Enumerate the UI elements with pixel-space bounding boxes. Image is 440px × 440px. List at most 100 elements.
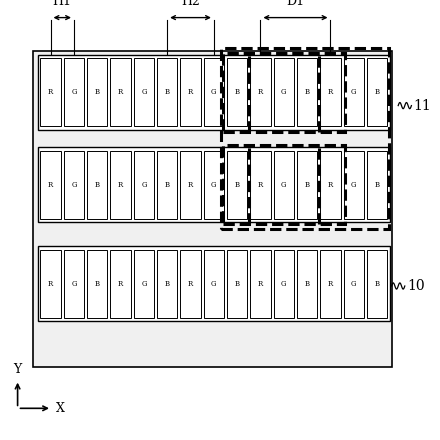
Text: R: R — [188, 280, 193, 288]
Bar — [344, 150, 364, 219]
Bar — [227, 58, 247, 126]
Bar — [344, 58, 364, 126]
Text: G: G — [351, 280, 356, 288]
Text: R: R — [328, 88, 333, 96]
Text: G: G — [141, 280, 147, 288]
Text: G: G — [71, 181, 77, 189]
Text: B: B — [374, 88, 380, 96]
Text: B: B — [304, 181, 310, 189]
Bar — [110, 150, 131, 219]
Bar — [40, 250, 61, 318]
Bar — [223, 145, 345, 224]
Text: B: B — [374, 181, 380, 189]
Bar — [110, 250, 131, 318]
Bar — [134, 250, 154, 318]
Bar — [367, 150, 387, 219]
Text: B: B — [95, 280, 100, 288]
Bar — [274, 250, 294, 318]
Text: R: R — [328, 280, 333, 288]
Bar — [297, 58, 317, 126]
Text: R: R — [118, 280, 123, 288]
Bar — [180, 58, 201, 126]
Bar — [204, 250, 224, 318]
Text: B: B — [165, 181, 170, 189]
Bar — [157, 150, 177, 219]
Bar — [204, 150, 224, 219]
Text: B: B — [165, 88, 170, 96]
Text: G: G — [211, 88, 216, 96]
Text: G: G — [281, 181, 286, 189]
Bar — [344, 250, 364, 318]
Text: R: R — [258, 88, 263, 96]
Bar — [134, 58, 154, 126]
Bar — [64, 58, 84, 126]
Text: G: G — [281, 88, 286, 96]
Bar — [204, 58, 224, 126]
Text: B: B — [235, 88, 240, 96]
Text: H2: H2 — [181, 0, 200, 8]
Text: H1: H1 — [53, 0, 72, 8]
Text: B: B — [165, 280, 170, 288]
Text: B: B — [304, 88, 310, 96]
Bar — [40, 150, 61, 219]
Bar — [134, 150, 154, 219]
Bar — [320, 250, 341, 318]
Text: B: B — [95, 88, 100, 96]
Bar — [320, 150, 341, 219]
Bar — [274, 150, 294, 219]
Text: G: G — [71, 280, 77, 288]
Bar — [110, 58, 131, 126]
Bar — [87, 250, 107, 318]
Text: B: B — [235, 181, 240, 189]
Bar — [223, 53, 345, 132]
Bar — [367, 58, 387, 126]
Bar — [297, 250, 317, 318]
Text: G: G — [211, 280, 216, 288]
Bar — [38, 147, 390, 223]
Bar — [157, 250, 177, 318]
Text: R: R — [48, 88, 53, 96]
Text: 10: 10 — [407, 279, 425, 293]
Text: B: B — [374, 280, 380, 288]
Text: R: R — [328, 181, 333, 189]
Text: G: G — [351, 88, 356, 96]
Bar — [180, 250, 201, 318]
Bar — [250, 58, 271, 126]
Text: 11: 11 — [414, 99, 431, 113]
Text: G: G — [351, 181, 356, 189]
Text: R: R — [258, 280, 263, 288]
Text: R: R — [118, 181, 123, 189]
Text: D1: D1 — [286, 0, 304, 8]
Text: R: R — [188, 88, 193, 96]
Text: R: R — [258, 181, 263, 189]
Text: X: X — [55, 402, 64, 415]
Bar — [87, 58, 107, 126]
Bar — [227, 250, 247, 318]
Text: G: G — [71, 88, 77, 96]
Text: Y: Y — [14, 363, 22, 376]
Text: R: R — [48, 280, 53, 288]
Bar — [40, 58, 61, 126]
Text: B: B — [95, 181, 100, 189]
Bar — [157, 58, 177, 126]
Text: B: B — [235, 280, 240, 288]
Text: G: G — [281, 280, 286, 288]
Bar — [297, 150, 317, 219]
Text: R: R — [118, 88, 123, 96]
Text: R: R — [188, 181, 193, 189]
Bar — [64, 150, 84, 219]
Bar — [367, 250, 387, 318]
Bar — [33, 51, 392, 367]
Bar — [87, 150, 107, 219]
Bar — [64, 250, 84, 318]
Text: R: R — [48, 181, 53, 189]
Text: G: G — [211, 181, 216, 189]
Bar — [221, 48, 389, 230]
Text: G: G — [141, 181, 147, 189]
Bar — [320, 58, 341, 126]
Bar — [38, 55, 390, 130]
Bar — [250, 150, 271, 219]
Bar — [227, 150, 247, 219]
Bar — [180, 150, 201, 219]
Bar — [274, 58, 294, 126]
